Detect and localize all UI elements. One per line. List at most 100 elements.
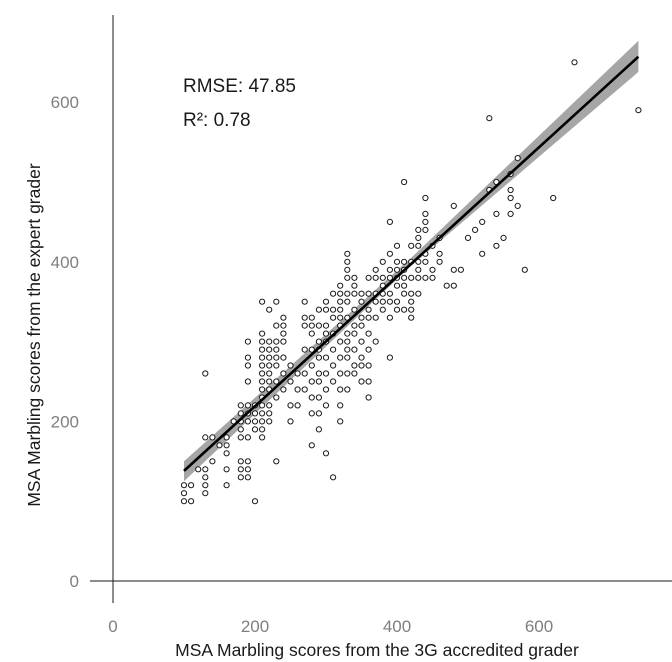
- data-point: [344, 330, 351, 337]
- data-point: [237, 402, 244, 409]
- data-point: [507, 186, 514, 194]
- data-point: [330, 378, 337, 385]
- data-point: [251, 410, 259, 417]
- data-point: [337, 282, 344, 289]
- data-point: [401, 258, 408, 265]
- r2-annotation: R²: 0.78: [183, 110, 251, 131]
- data-point: [237, 458, 244, 465]
- data-point: [301, 298, 308, 305]
- data-point: [401, 282, 408, 289]
- data-point: [259, 354, 266, 361]
- data-point: [259, 298, 266, 305]
- data-point: [202, 466, 209, 473]
- data-point: [244, 354, 251, 361]
- data-point: [358, 338, 365, 345]
- data-point: [223, 450, 230, 457]
- data-point: [386, 274, 393, 281]
- data-point: [266, 362, 273, 369]
- data-point: [202, 490, 209, 497]
- data-point: [429, 274, 436, 281]
- data-point: [209, 458, 216, 465]
- data-point: [415, 234, 422, 241]
- data-point: [443, 282, 450, 289]
- data-point: [393, 306, 401, 313]
- data-point: [251, 498, 259, 505]
- data-point: [315, 394, 322, 401]
- data-point: [358, 378, 365, 385]
- data-point: [330, 314, 337, 321]
- data-point: [273, 354, 280, 361]
- data-point: [386, 250, 393, 257]
- data-point: [287, 362, 294, 369]
- data-point: [322, 370, 330, 377]
- data-point: [408, 314, 415, 321]
- data-point: [493, 242, 500, 249]
- data-point: [472, 226, 479, 233]
- data-point: [344, 290, 351, 297]
- data-point: [273, 346, 280, 353]
- y-tick-label: 400: [51, 253, 79, 272]
- fit-line-layer: [183, 55, 640, 472]
- data-point: [315, 322, 322, 329]
- data-point: [259, 370, 266, 377]
- data-point: [315, 370, 322, 377]
- data-point: [401, 290, 408, 297]
- data-point: [273, 394, 280, 401]
- data-point: [180, 498, 188, 505]
- data-point: [280, 370, 287, 377]
- data-point: [287, 402, 294, 409]
- data-point: [571, 59, 578, 66]
- y-tick-label: 600: [51, 93, 79, 112]
- data-point: [259, 338, 266, 345]
- data-point: [550, 194, 557, 202]
- data-point: [280, 322, 287, 329]
- data-point: [202, 474, 209, 481]
- data-point: [237, 426, 244, 433]
- data-point: [202, 434, 209, 441]
- x-tick-label: 0: [108, 617, 117, 636]
- data-point: [422, 218, 429, 225]
- regression-line: [183, 55, 640, 472]
- data-point: [273, 338, 280, 345]
- data-point: [337, 298, 344, 305]
- data-point: [408, 306, 415, 313]
- data-point: [330, 290, 337, 297]
- data-point: [408, 298, 415, 305]
- data-point: [315, 306, 322, 313]
- data-point: [493, 210, 500, 217]
- data-point: [386, 290, 393, 297]
- data-point: [365, 314, 372, 321]
- data-point: [415, 258, 422, 265]
- data-point: [344, 298, 351, 305]
- data-point: [365, 378, 372, 385]
- data-point: [266, 346, 273, 353]
- data-point: [379, 274, 386, 281]
- data-point: [408, 290, 415, 297]
- data-point: [308, 322, 315, 329]
- data-point: [450, 266, 457, 273]
- data-point: [259, 402, 266, 409]
- data-point: [351, 330, 358, 337]
- data-point: [436, 250, 443, 257]
- data-point: [315, 338, 322, 345]
- data-point: [244, 458, 251, 465]
- data-point: [259, 346, 266, 353]
- data-point: [315, 426, 322, 433]
- y-axis-title: MSA Marbling scores from the expert grad…: [24, 163, 44, 507]
- data-point: [244, 418, 251, 425]
- x-tick-label: 400: [383, 617, 411, 636]
- data-point: [393, 266, 401, 273]
- data-point: [393, 282, 401, 289]
- data-point: [337, 418, 344, 425]
- data-point: [322, 386, 330, 393]
- data-point: [337, 290, 344, 297]
- data-point: [386, 354, 393, 361]
- data-point: [266, 338, 273, 345]
- data-point: [301, 346, 308, 353]
- data-point: [273, 322, 280, 329]
- data-point: [450, 282, 457, 289]
- data-point: [365, 306, 372, 313]
- data-point: [351, 282, 358, 289]
- data-point: [330, 306, 337, 313]
- data-point: [216, 442, 223, 449]
